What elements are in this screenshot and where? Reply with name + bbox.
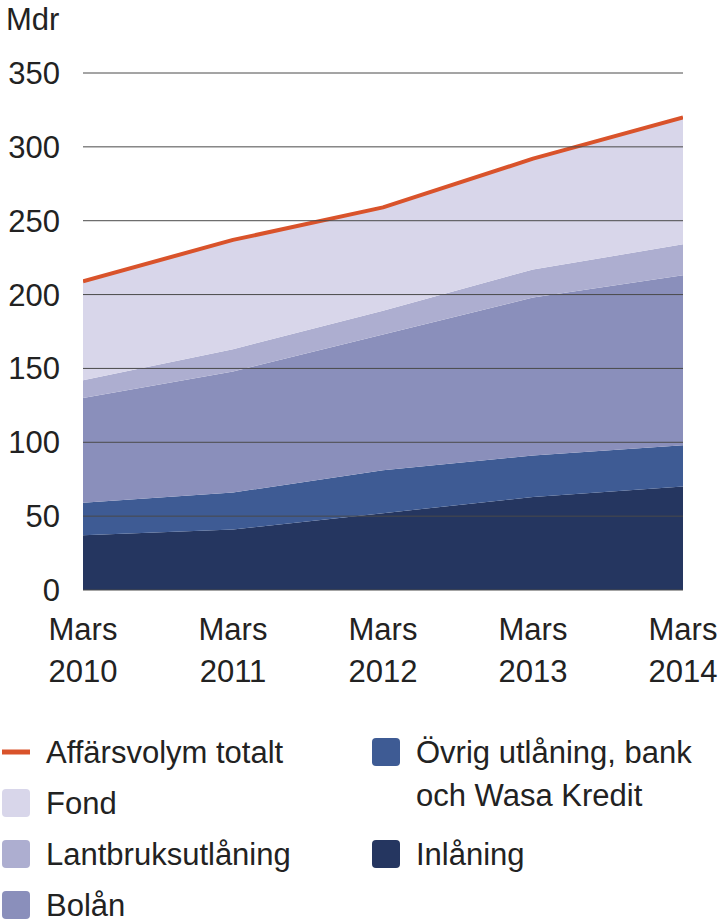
- y-tick-label: 50: [26, 499, 60, 534]
- legend-line: [2, 750, 30, 755]
- legend-label: Lantbruksutlåning: [46, 837, 291, 872]
- legend-label: Fond: [46, 786, 117, 821]
- legend-label-line: Fond: [46, 786, 117, 821]
- y-tick-label: 0: [43, 573, 60, 608]
- x-tick-label-line: Mars: [649, 612, 718, 647]
- legend-item: Fond: [2, 786, 117, 821]
- legend-swatch: [2, 891, 30, 919]
- legend-swatch: [2, 789, 30, 817]
- grid-line: [83, 146, 683, 147]
- chart: Mdr 0 50 100 150 200 250 300 350 Mars 2010 Mars 2011…: [0, 0, 723, 924]
- legend-label: Bolån: [46, 888, 125, 923]
- x-tick-label-line: 2012: [349, 654, 418, 689]
- x-tick-label-line: 2013: [499, 654, 568, 689]
- x-tick-label: Mars 2011: [199, 612, 268, 689]
- x-tick-label-line: Mars: [49, 612, 118, 647]
- x-tick-label-line: 2014: [649, 654, 718, 689]
- grid-line: [83, 442, 683, 443]
- grid-line: [83, 220, 683, 221]
- y-tick-label: 200: [8, 278, 60, 313]
- x-tick-label: Mars 2014: [649, 612, 718, 689]
- plot-data: [83, 117, 683, 590]
- legend-item: Övrig utlåning, bank och Wasa Kredit: [372, 735, 692, 813]
- x-tick-label-line: 2010: [49, 654, 118, 689]
- legend-swatch: [372, 738, 400, 766]
- grid-line: [83, 73, 683, 74]
- legend-label: Inlåning: [416, 837, 525, 872]
- legend-label-line: Lantbruksutlåning: [46, 837, 291, 872]
- y-tick-label: 150: [8, 351, 60, 386]
- grid-line: [83, 294, 683, 295]
- x-tick-label-line: 2011: [200, 654, 267, 689]
- y-axis-label: Mdr: [6, 2, 59, 37]
- legend-item: Bolån: [2, 888, 125, 923]
- x-tick-label: Mars 2010: [49, 612, 118, 689]
- legend-item: Lantbruksutlåning: [2, 837, 291, 872]
- x-tick-label-line: Mars: [499, 612, 568, 647]
- legend-label-line: Inlåning: [416, 837, 525, 872]
- y-tick-label: 100: [8, 425, 60, 460]
- x-tick-label-line: Mars: [199, 612, 268, 647]
- grid-line: [83, 590, 683, 591]
- x-tick-label: Mars 2013: [499, 612, 568, 689]
- legend-label-line: och Wasa Kredit: [416, 778, 643, 813]
- y-tick-label: 300: [8, 130, 60, 165]
- legend-label: Övrig utlåning, bank och Wasa Kredit: [416, 735, 692, 813]
- legend-swatch: [372, 840, 400, 868]
- area: [83, 117, 683, 380]
- legend-item: Inlåning: [372, 837, 525, 872]
- legend-swatch: [2, 840, 30, 868]
- grid-line: [83, 516, 683, 517]
- grid-line: [83, 368, 683, 369]
- y-tick-label: 250: [8, 204, 60, 239]
- x-tick-label: Mars 2012: [349, 612, 418, 689]
- legend-label-line: Affärsvolym totalt: [46, 735, 284, 770]
- y-tick-label: 350: [8, 56, 60, 91]
- legend-label-line: Bolån: [46, 888, 125, 923]
- legend-label-line: Övrig utlåning, bank: [416, 735, 692, 770]
- total-line: [83, 117, 683, 281]
- legend-item: Affärsvolym totalt: [2, 735, 284, 770]
- x-tick-label-line: Mars: [349, 612, 418, 647]
- legend-label: Affärsvolym totalt: [46, 735, 284, 770]
